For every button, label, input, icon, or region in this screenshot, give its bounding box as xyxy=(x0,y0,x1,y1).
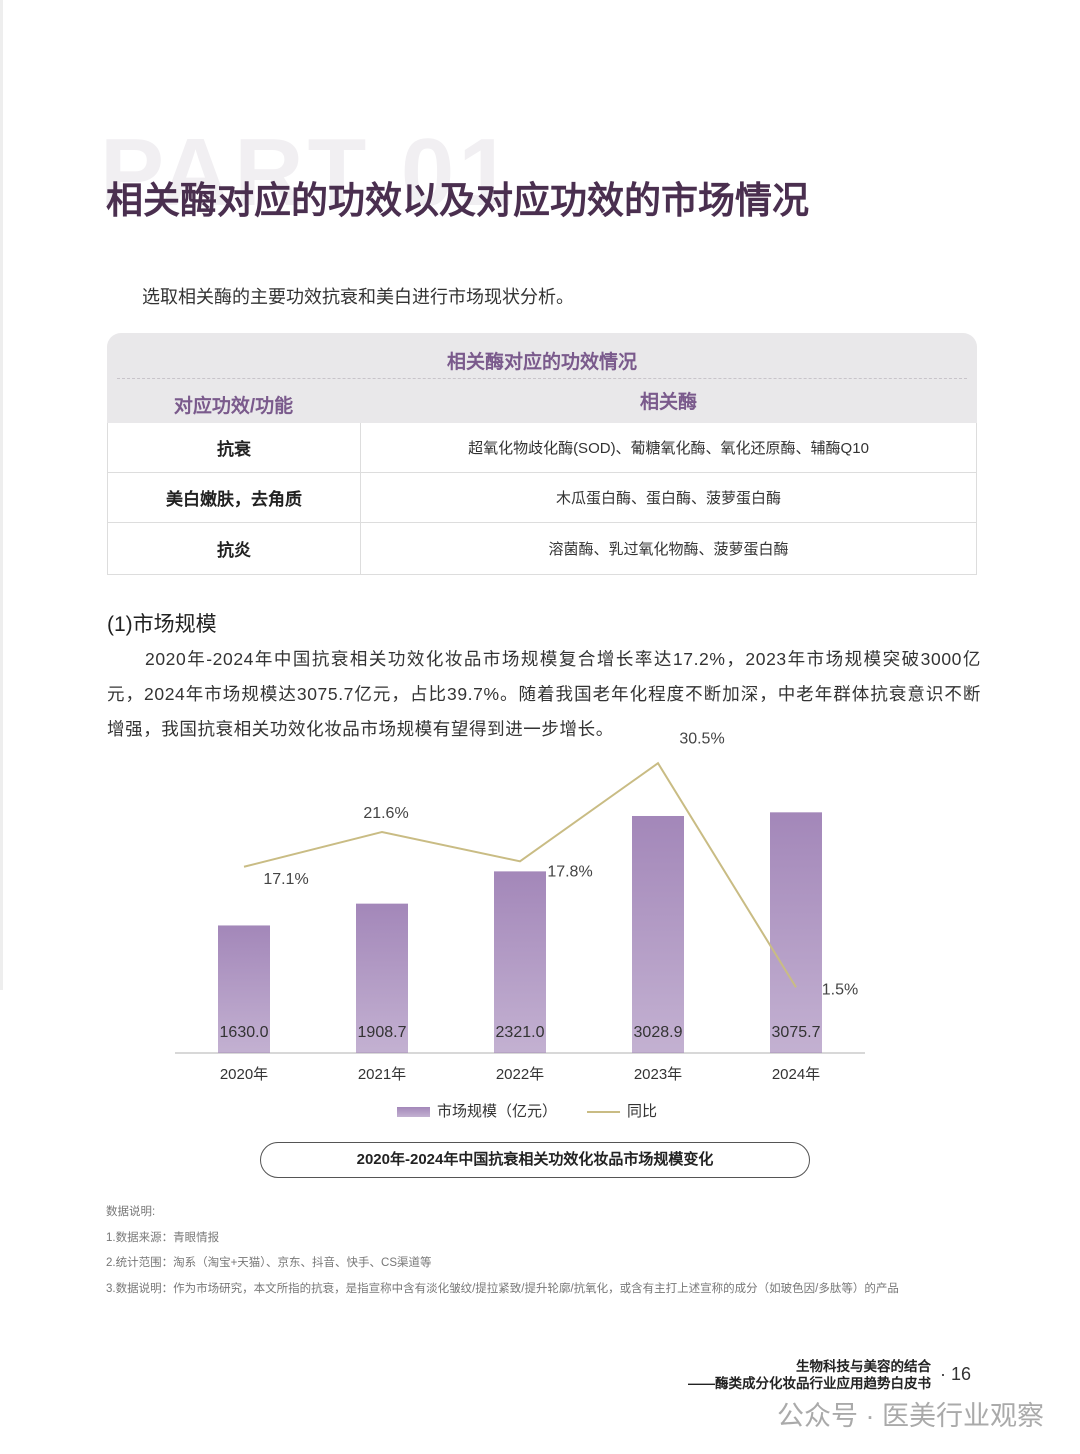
footer-title: 生物科技与美容的结合 xyxy=(796,1359,931,1374)
value-label: 1908.7 xyxy=(358,1024,407,1041)
cell: 超氧化物歧化酶(SOD)、葡糖氧化酶、氧化还原酶、辅酶Q10 xyxy=(468,440,869,457)
footer-subtitle: ——酶类成分化妆品行业应用趋势白皮书 xyxy=(688,1376,931,1391)
part-watermark: PART 01 xyxy=(100,119,516,226)
legend-label: 同比 xyxy=(627,1103,657,1120)
value-label: 21.6% xyxy=(363,805,408,822)
table-header: 相关酶对应的功效情况 对应功效/功能 相关酶 xyxy=(107,333,977,423)
divider xyxy=(117,378,967,379)
notes: 数据说明: 1.数据来源：青眼情报 2.统计范围：淘系（淘宝+天猫）、京东、抖音… xyxy=(106,1200,899,1302)
page-title: 相关酶对应的功效以及对应功效的市场情况 xyxy=(106,180,809,221)
value-label: 3075.7 xyxy=(772,1024,821,1041)
x-tick-label: 2024年 xyxy=(772,1066,820,1083)
value-label: 2321.0 xyxy=(496,1024,545,1041)
bar xyxy=(356,903,408,1053)
x-tick-label: 2023年 xyxy=(634,1066,682,1083)
x-tick-label: 2022年 xyxy=(496,1066,544,1083)
bar xyxy=(494,871,546,1053)
table: 相关酶对应的功效情况 对应功效/功能 相关酶 抗衰 超氧化物歧化酶(SOD)、葡糖… xyxy=(107,333,977,575)
notes-title: 数据说明: xyxy=(106,1206,156,1218)
value-label: 17.8% xyxy=(547,864,592,881)
note: 1.数据来源：青眼情报 xyxy=(106,1231,220,1244)
cell: 抗炎 xyxy=(108,523,361,574)
value-label: 1.5% xyxy=(822,982,858,999)
chart-caption: 2020年-2024年中国抗衰相关功效化妆品市场规模变化 xyxy=(260,1142,810,1178)
section-heading: (1)市场规模 xyxy=(107,613,217,636)
cell: 木瓜蛋白酶、蛋白酶、菠萝蛋白酶 xyxy=(555,490,781,507)
value-label: 17.1% xyxy=(263,871,308,888)
column-header: 对应功效/功能 xyxy=(173,396,294,417)
intro: 选取相关酶的主要功效抗衰和美白进行市场现状分析。 xyxy=(142,287,574,307)
paragraph: 2020年-2024年中国抗衰相关功效化妆品市场规模复合增长率达17.2%，20… xyxy=(107,649,981,739)
x-tick-label: 2021年 xyxy=(358,1066,406,1083)
cell: 抗衰 xyxy=(108,423,361,472)
note: 2.统计范围：淘系（淘宝+天猫）、京东、抖音、快手、CS渠道等 xyxy=(106,1257,432,1269)
bar xyxy=(632,815,684,1053)
page-number: · 16 xyxy=(940,1364,972,1384)
legend-label: 市场规模（亿元） xyxy=(437,1103,557,1120)
cell: 美白嫩肤，去角质 xyxy=(108,473,361,522)
value-label: 1630.0 xyxy=(220,1024,269,1041)
x-tick-label: 2020年 xyxy=(220,1066,268,1083)
note: 3.数据说明：作为市场研究，本文所指的抗衰，是指宣称中含有淡化皱纹/提拉紧致/提… xyxy=(106,1282,899,1295)
bar xyxy=(770,812,822,1053)
edge-stripe xyxy=(0,0,3,990)
column-header: 相关酶 xyxy=(639,392,697,413)
value-label: 3028.9 xyxy=(634,1024,683,1041)
footer-watermark: 公众号 · 医美行业观察 xyxy=(777,1401,1044,1431)
table-row: 美白嫩肤，去角质 木瓜蛋白酶、蛋白酶、菠萝蛋白酶 xyxy=(107,473,977,523)
value-label: 30.5% xyxy=(679,730,724,747)
cell: 溶菌酶、乳过氧化物酶、菠萝蛋白酶 xyxy=(548,541,789,558)
line xyxy=(243,761,797,988)
bar xyxy=(218,925,270,1053)
table-title: 相关酶对应的功效情况 xyxy=(446,352,637,373)
table-row: 抗衰 超氧化物歧化酶(SOD)、葡糖氧化酶、氧化还原酶、辅酶Q10 xyxy=(107,423,977,473)
legend-swatch xyxy=(397,1107,430,1117)
table-row: 抗炎 溶菌酶、乳过氧化物酶、菠萝蛋白酶 xyxy=(107,523,977,575)
